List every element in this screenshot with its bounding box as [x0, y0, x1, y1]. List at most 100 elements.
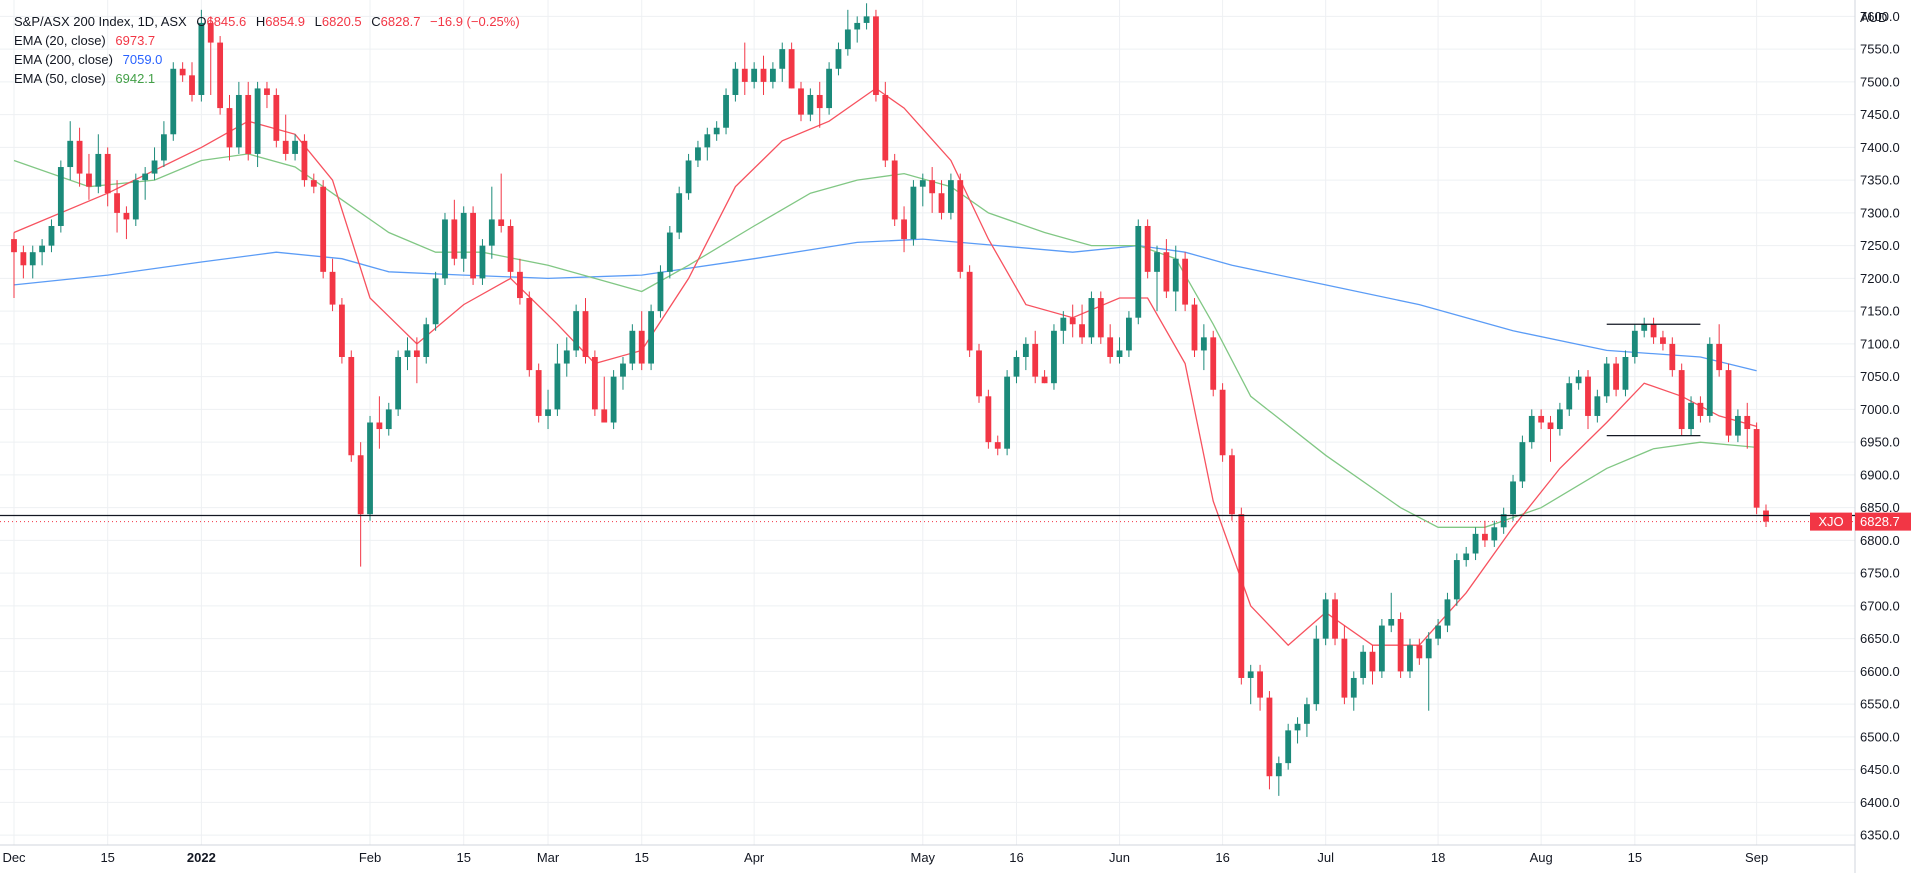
- candle-body: [29, 252, 36, 266]
- candle-body: [1322, 599, 1329, 639]
- candle-body: [1519, 442, 1526, 482]
- candle-body: [160, 134, 167, 161]
- candle-body: [442, 219, 448, 279]
- candle-body: [57, 167, 64, 226]
- candle-body: [479, 245, 486, 279]
- candle-body: [357, 455, 364, 515]
- candle-body: [1641, 324, 1648, 331]
- x-tick-label: Dec: [2, 850, 26, 865]
- y-tick-label: 7150.0: [1860, 304, 1900, 319]
- x-tick-label: 16: [1009, 850, 1023, 865]
- candle-body: [217, 42, 224, 109]
- x-tick-label: 2022: [187, 850, 216, 865]
- candle-body: [638, 330, 645, 364]
- y-tick-label: 7500.0: [1860, 74, 1900, 89]
- y-tick-label: 6800.0: [1860, 533, 1900, 548]
- candle-body: [854, 22, 861, 30]
- candle-body: [1388, 619, 1395, 626]
- candle-body: [1678, 370, 1685, 430]
- candle-body: [1697, 402, 1704, 416]
- candle-body: [498, 219, 505, 226]
- ema200-line: [13, 238, 1757, 372]
- candle-body: [629, 330, 636, 364]
- legend-ema50-row[interactable]: EMA (50, close) 6942.1: [14, 69, 520, 88]
- candle-body: [20, 252, 27, 266]
- candle-body: [1191, 304, 1198, 351]
- candle-body: [601, 409, 608, 423]
- candle-body: [339, 304, 345, 357]
- candle-body: [76, 140, 83, 174]
- candle-body: [470, 212, 476, 279]
- candle-body: [685, 160, 692, 194]
- y-tick-label: 6350.0: [1860, 828, 1900, 843]
- candle-body: [1407, 645, 1413, 672]
- candle-body: [713, 127, 720, 135]
- candle-body: [348, 356, 355, 456]
- y-tick-label: 7200.0: [1860, 271, 1900, 286]
- candle-body: [1734, 415, 1741, 436]
- candle-body: [1660, 337, 1666, 344]
- candle-body: [919, 180, 926, 187]
- legend-ema200-row[interactable]: EMA (200, close) 7059.0: [14, 50, 520, 69]
- candle-body: [1706, 343, 1713, 416]
- candle-body: [1088, 298, 1095, 338]
- candle-body: [741, 68, 748, 82]
- candle-body: [385, 409, 392, 430]
- candle-body: [1154, 252, 1160, 272]
- candle-body: [170, 68, 177, 135]
- candle-body: [779, 49, 786, 69]
- candle-body: [39, 245, 46, 253]
- candle-body: [723, 94, 729, 128]
- candle-body: [189, 75, 195, 95]
- candle-body: [1350, 677, 1357, 698]
- y-tick-label: 7400.0: [1860, 140, 1900, 155]
- legend-ema20-label: EMA (20, close): [14, 33, 106, 48]
- y-tick-label: 6650.0: [1860, 631, 1900, 646]
- candle-body: [104, 153, 111, 194]
- candle-body: [1304, 704, 1310, 724]
- legend-title: S&P/ASX 200 Index, 1D, ASX: [14, 14, 187, 29]
- candle-body: [657, 271, 664, 312]
- candle-body: [1425, 638, 1432, 659]
- y-tick-label: 6700.0: [1860, 598, 1900, 613]
- candle-body: [1229, 455, 1235, 515]
- candle-body: [1135, 225, 1142, 318]
- candle-body: [1463, 553, 1470, 561]
- candle-body: [1332, 599, 1338, 639]
- candle-body: [1566, 383, 1573, 410]
- candle-body: [1200, 337, 1207, 351]
- candle-body: [1172, 258, 1179, 292]
- x-tick-label: Feb: [359, 850, 381, 865]
- candle-body: [573, 311, 580, 351]
- candle-body: [395, 356, 402, 410]
- candle-body: [1538, 415, 1545, 423]
- candle-body: [966, 271, 973, 351]
- y-tick-label: 7450.0: [1860, 107, 1900, 122]
- candle-body: [873, 16, 879, 95]
- candle-body: [301, 140, 308, 181]
- legend-ema200-value: 7059.0: [122, 52, 163, 67]
- candle-body: [938, 193, 945, 213]
- candle-body: [704, 134, 711, 148]
- legend-close-label: C: [371, 14, 381, 29]
- candle-body: [882, 94, 889, 161]
- candle-body: [1079, 324, 1085, 338]
- legend-ohlc-row: S&P/ASX 200 Index, 1D, ASX O6845.6 H6854…: [14, 12, 520, 31]
- candle-body: [1444, 599, 1451, 626]
- candle-body: [1144, 225, 1151, 272]
- y-tick-label: 6950.0: [1860, 435, 1900, 450]
- candle-body: [666, 232, 673, 272]
- legend-open-label: O: [196, 14, 207, 29]
- candle-body: [1097, 298, 1104, 338]
- legend-ema20-row[interactable]: EMA (20, close) 6973.7: [14, 31, 520, 50]
- candle-body: [1547, 422, 1554, 430]
- x-tick-label: 18: [1431, 850, 1445, 865]
- candle-body: [826, 68, 833, 109]
- legend-ema200-label: EMA (200, close): [14, 52, 113, 67]
- candle-body: [976, 350, 982, 397]
- candle-body: [1285, 730, 1292, 764]
- candle-body: [1238, 514, 1245, 678]
- candle-body: [1032, 343, 1039, 377]
- candle-body: [1116, 350, 1123, 357]
